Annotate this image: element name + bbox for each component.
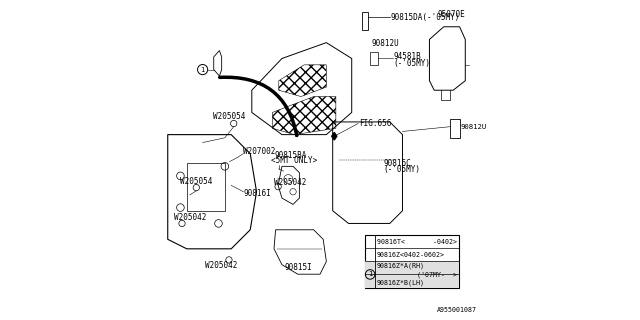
Text: ('07MY-  >: ('07MY- >	[417, 271, 457, 278]
Bar	[362, 12, 368, 30]
Text: W205042: W205042	[205, 261, 238, 270]
Text: W205042: W205042	[174, 213, 207, 222]
Polygon shape	[332, 132, 337, 140]
Text: A955001087: A955001087	[437, 307, 477, 313]
Text: 90812U: 90812U	[461, 124, 487, 130]
Text: 90816C: 90816C	[383, 159, 411, 168]
Text: 90816Z*A(RH): 90816Z*A(RH)	[377, 263, 425, 269]
Text: 90812U: 90812U	[371, 39, 399, 48]
Bar	[365, 261, 459, 288]
Text: 90816I: 90816I	[243, 189, 271, 198]
Text: 1: 1	[368, 271, 372, 277]
Text: FIG.656: FIG.656	[358, 119, 391, 128]
Text: 90815BA: 90815BA	[274, 151, 307, 160]
Bar	[187, 163, 225, 211]
Text: 90816Z*B(LH): 90816Z*B(LH)	[377, 280, 425, 286]
Text: 90815I: 90815I	[285, 263, 312, 272]
Text: 95070E: 95070E	[437, 10, 465, 19]
Text: 90816T<       -0402>: 90816T< -0402>	[377, 239, 457, 245]
Text: W205054: W205054	[180, 177, 212, 186]
Text: (-'05MY): (-'05MY)	[394, 59, 431, 68]
Bar	[370, 52, 378, 65]
Text: W205042: W205042	[274, 178, 307, 187]
Bar	[365, 235, 459, 288]
Text: (-'05MY): (-'05MY)	[383, 165, 420, 174]
Text: <5MT ONLY>: <5MT ONLY>	[271, 156, 317, 165]
Text: W207002: W207002	[243, 147, 276, 156]
Bar	[450, 119, 460, 138]
FancyArrowPatch shape	[220, 77, 297, 135]
Text: 90816Z<0402-0602>: 90816Z<0402-0602>	[377, 252, 445, 258]
Text: 1: 1	[200, 67, 205, 73]
Text: 90815DA(-'05MY): 90815DA(-'05MY)	[390, 13, 460, 22]
Text: 94581B: 94581B	[394, 52, 421, 61]
Text: W205054: W205054	[213, 112, 246, 121]
